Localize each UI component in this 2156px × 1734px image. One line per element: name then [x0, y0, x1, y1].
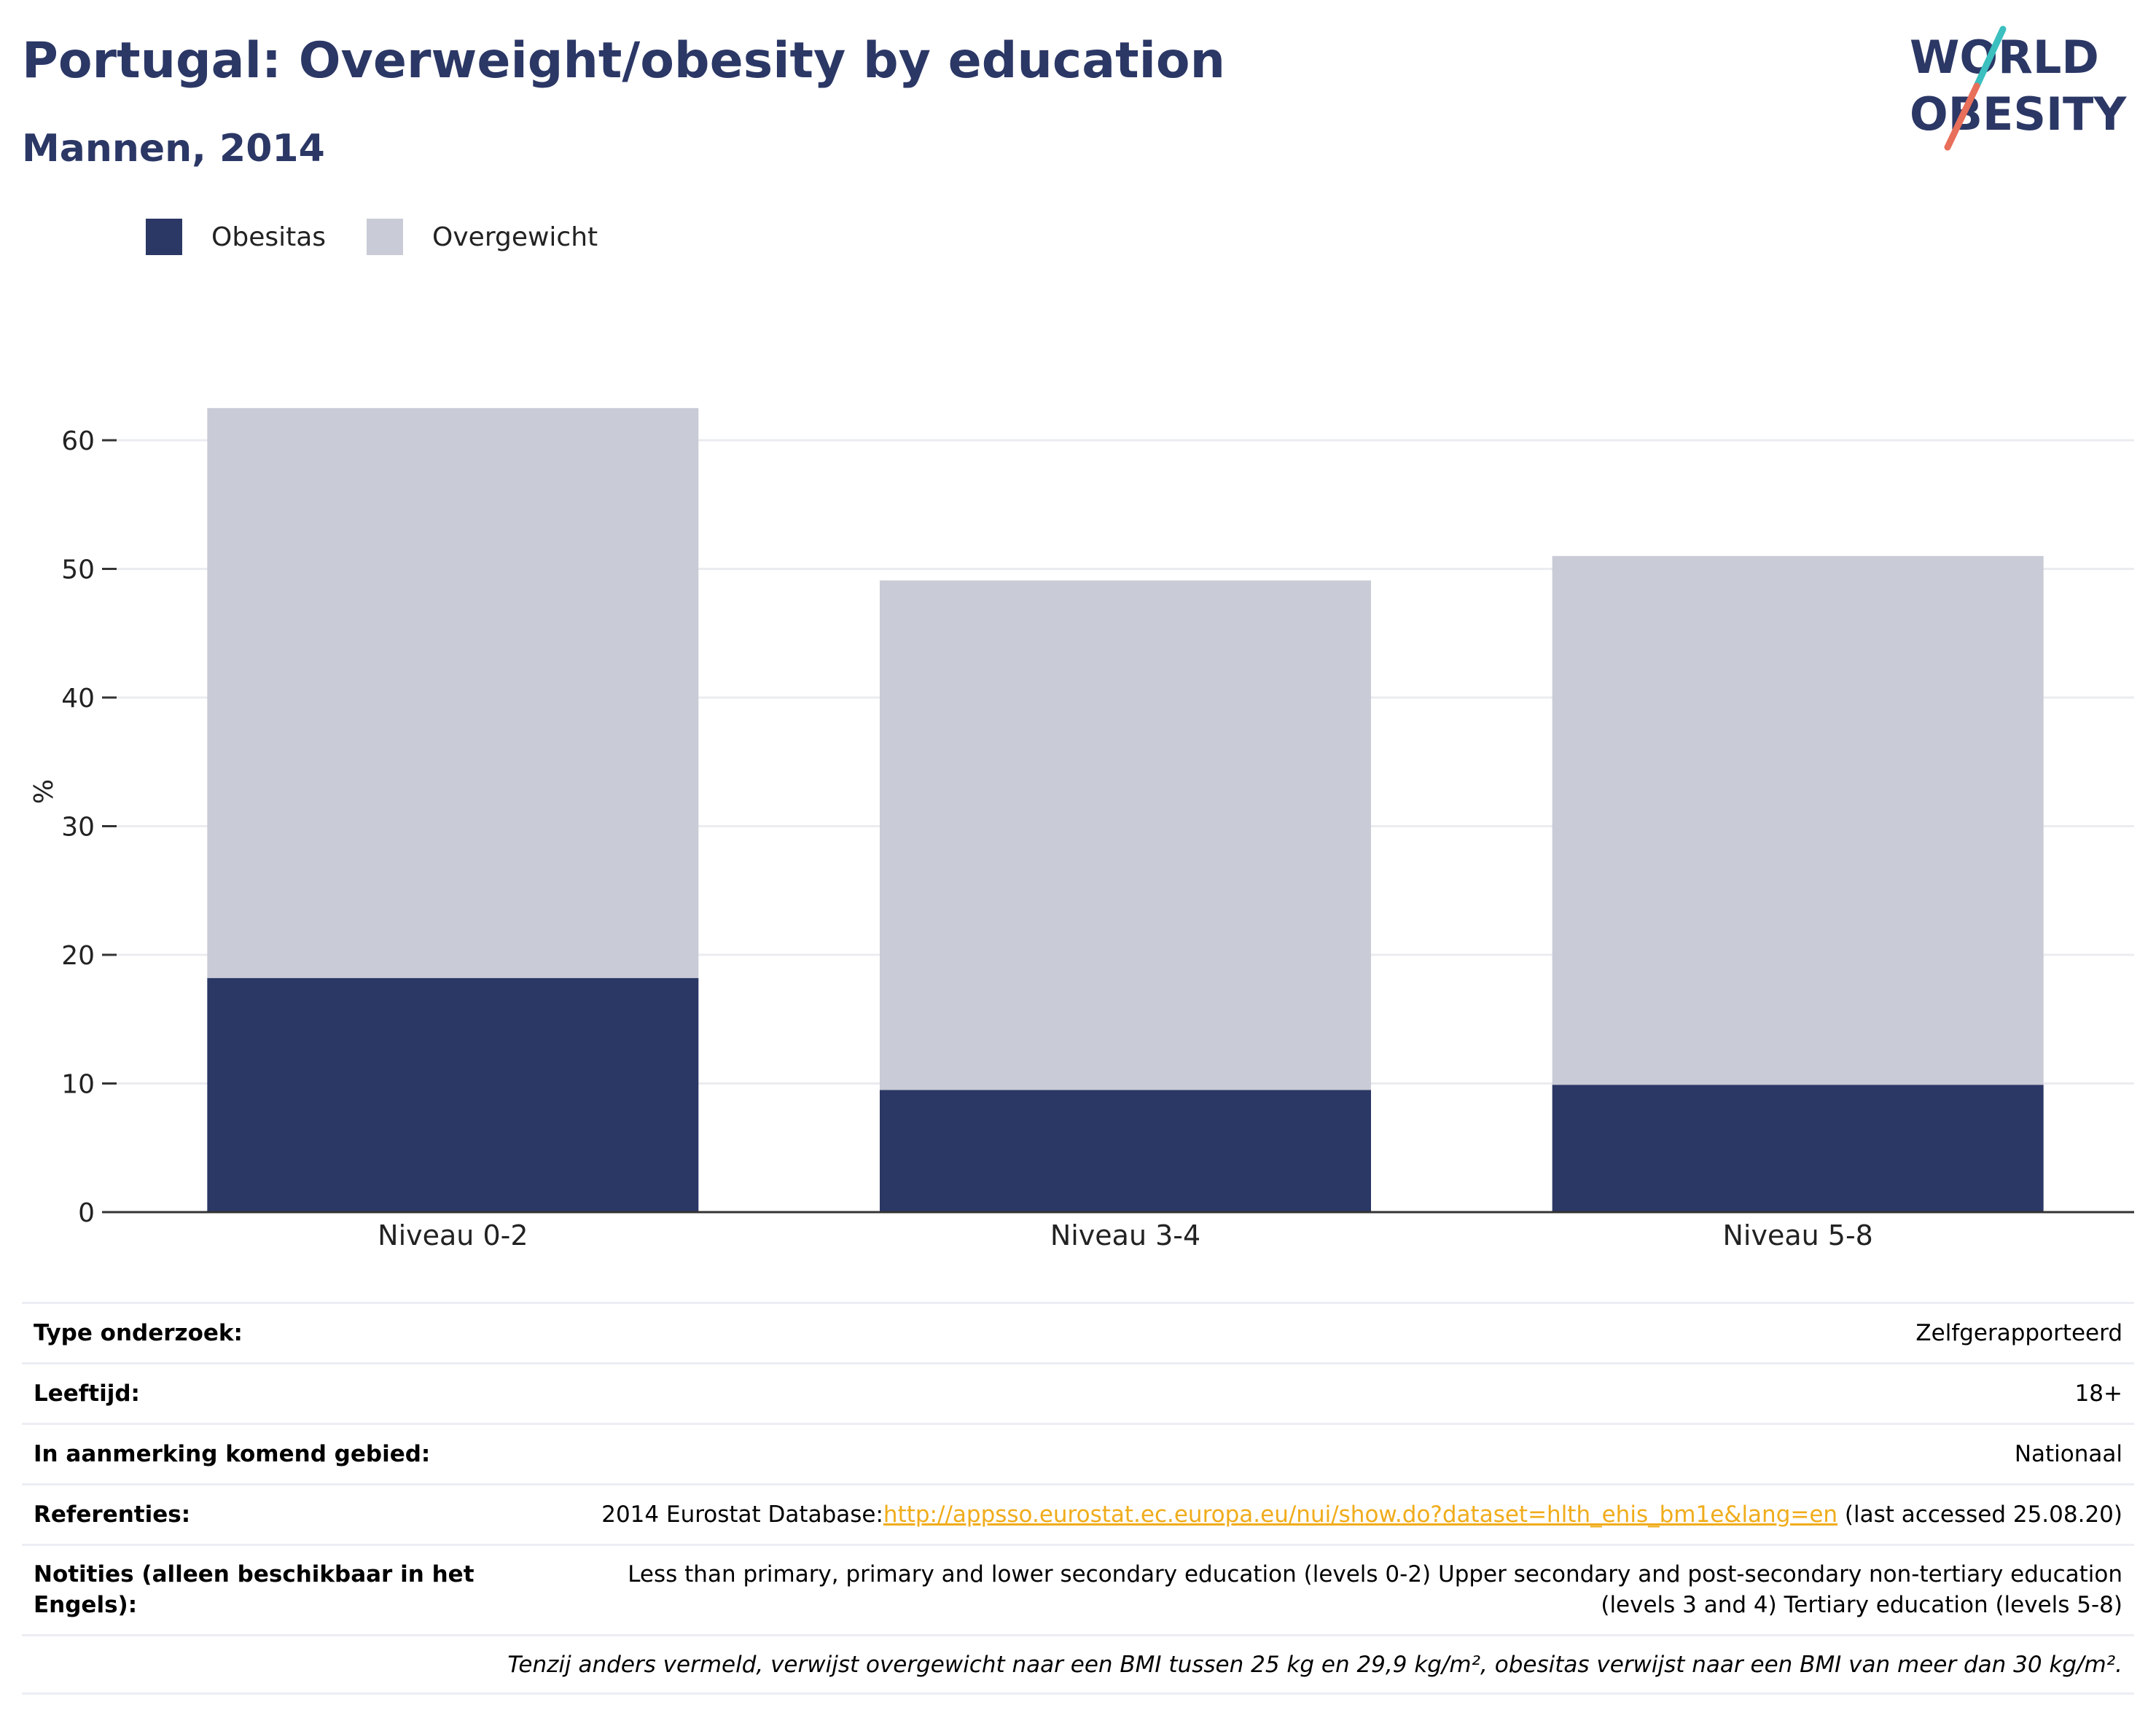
info-area-label: In aanmerking komend gebied:: [34, 1441, 431, 1467]
y-tick-label: 20: [61, 941, 95, 971]
info-footnote: Tenzij anders vermeld, verwijst overgewi…: [507, 1651, 2122, 1678]
x-tick-label: Niveau 3-4: [1050, 1219, 1200, 1251]
y-axis-ticks: 0 10 20 30 40 50 60: [61, 426, 117, 1228]
info-ref-label: Referenties:: [34, 1501, 191, 1528]
y-tick-label: 30: [61, 813, 95, 843]
info-row-references: Referenties: 2014 Eurostat Database:http…: [22, 1483, 2134, 1544]
y-tick-label: 60: [61, 426, 95, 456]
legend-swatch-obesitas: [146, 219, 182, 255]
bar-obesitas-1[interactable]: [207, 977, 699, 1212]
logo-slash-red: [1944, 82, 1980, 151]
world-obesity-logo: WORLD OBESITY: [1910, 26, 2127, 151]
info-notes-label: Notities (alleen beschikbaar in het Enge…: [34, 1561, 474, 1618]
logo-line-1: WORLD: [1910, 31, 2099, 84]
y-tick-label: 50: [61, 555, 95, 585]
y-tick-label: 0: [78, 1198, 95, 1228]
info-ref-value: 2014 Eurostat Database:http://appsso.eur…: [601, 1501, 2122, 1528]
bar-overgewicht-3[interactable]: [1552, 555, 2044, 1085]
info-row-notes: Notities (alleen beschikbaar in het Enge…: [22, 1544, 2134, 1634]
info-row-area: In aanmerking komend gebied: Nationaal: [22, 1423, 2134, 1483]
info-row-age: Leeftijd: 18+: [22, 1362, 2134, 1423]
ref-prefix: 2014 Eurostat Database:: [601, 1501, 883, 1528]
y-tick-label: 10: [61, 1070, 95, 1100]
info-type-value: Zelfgerapporteerd: [1915, 1320, 2122, 1346]
y-axis-title: %: [29, 779, 59, 804]
logo-line-2: OBESITY: [1910, 87, 2127, 141]
chart-bars: [207, 407, 2044, 1212]
legend-label-overgewicht: Overgewicht: [432, 222, 598, 252]
info-age-label: Leeftijd:: [34, 1380, 140, 1407]
info-notes-value: Less than primary, primary and lower sec…: [628, 1561, 2122, 1618]
info-type-label: Type onderzoek:: [34, 1320, 243, 1346]
page-title: Portugal: Overweight/obesity by educatio…: [22, 32, 1226, 90]
logo-slash-teal: [1973, 26, 2007, 90]
info-table: Type onderzoek: Zelfgerapporteerd Leefti…: [22, 1302, 2134, 1695]
legend-item-obesitas[interactable]: Obesitas: [146, 219, 326, 255]
bar-obesitas-3[interactable]: [1552, 1085, 2044, 1212]
legend-item-overgewicht[interactable]: Overgewicht: [367, 219, 598, 255]
ref-link[interactable]: http://appsso.eurostat.ec.europa.eu/nui/…: [883, 1501, 1838, 1528]
x-tick-label: Niveau 0-2: [378, 1219, 528, 1251]
bar-obesitas-2[interactable]: [880, 1090, 1371, 1212]
info-row-type: Type onderzoek: Zelfgerapporteerd: [22, 1302, 2134, 1362]
info-footnote-row: Tenzij anders vermeld, verwijst overgewi…: [22, 1634, 2134, 1695]
bar-overgewicht-1[interactable]: [207, 407, 699, 978]
legend-label-obesitas: Obesitas: [211, 222, 327, 252]
ref-suffix: (last accessed 25.08.20): [1837, 1501, 2122, 1528]
chart-legend: Obesitas Overgewicht: [146, 219, 638, 255]
bar-overgewicht-2[interactable]: [880, 580, 1371, 1090]
y-tick-label: 40: [61, 684, 95, 714]
legend-swatch-overgewicht: [367, 219, 404, 255]
info-area-value: Nationaal: [2014, 1441, 2122, 1467]
page-subtitle: Mannen, 2014: [22, 127, 325, 171]
info-age-value: 18+: [2074, 1380, 2122, 1407]
x-axis-ticks: Niveau 0-2 Niveau 3-4 Niveau 5-8: [378, 1219, 1873, 1251]
x-tick-label: Niveau 5-8: [1722, 1219, 1872, 1251]
